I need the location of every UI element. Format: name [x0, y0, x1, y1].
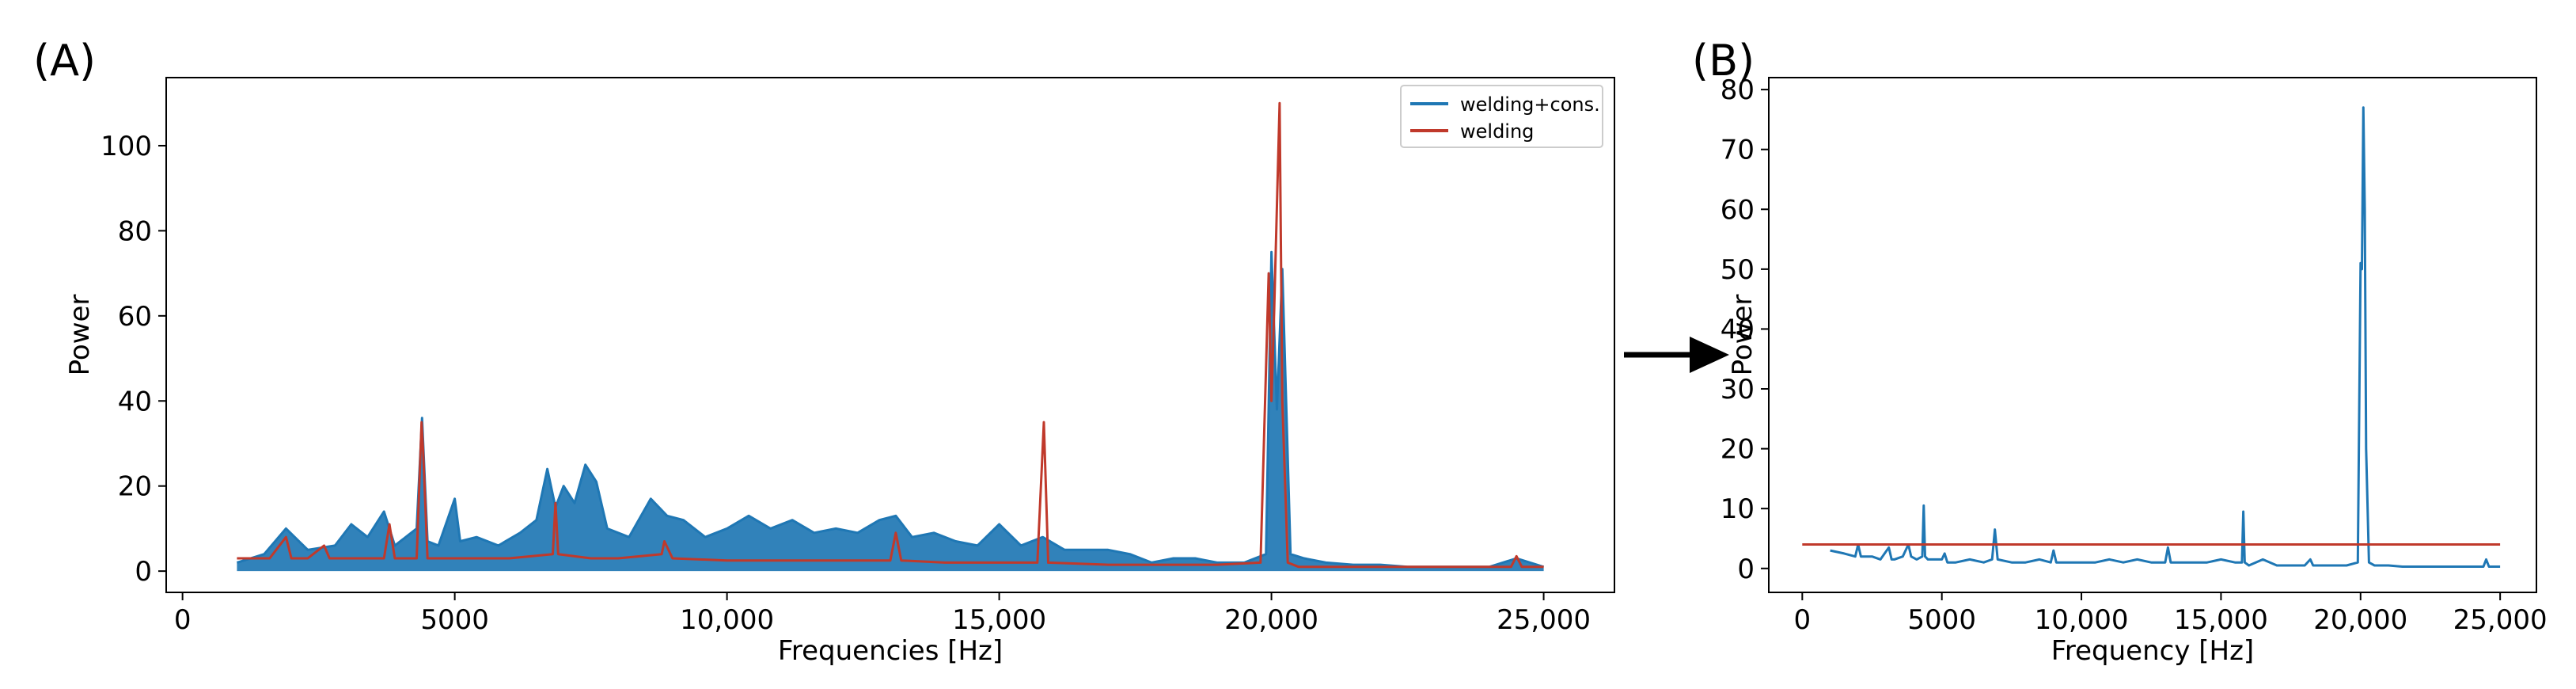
x-tick-label-a: 15,000: [952, 604, 1046, 636]
y-tick-label-b: 50: [1720, 254, 1755, 286]
y-tick-label-b: 60: [1720, 194, 1755, 226]
chart-panel-b: 0 5000 10,000 15,000 20,000 25,000 0 10 20 30 40 50…: [1720, 74, 2548, 667]
chart-panel-a: 0 5000 10,000 15,000 20,000 25,000 0 20 40 60 80 10…: [64, 77, 1615, 667]
x-tick-label-a: 10,000: [680, 604, 774, 636]
y-tick-label-b: 80: [1720, 74, 1755, 106]
x-tick-label-b: 15,000: [2174, 604, 2268, 636]
y-tick-label-a: 20: [118, 471, 152, 503]
y-axis-label-a: Power: [64, 295, 96, 376]
legend-label-welding-cons: welding+cons.: [1460, 93, 1600, 116]
x-tick-label-a: 5000: [420, 604, 489, 636]
x-tick-label-a: 20,000: [1224, 604, 1318, 636]
y-tick-label-b: 0: [1737, 554, 1755, 585]
x-tick-label-a: 0: [174, 604, 192, 636]
y-tick-label-a: 60: [118, 301, 152, 333]
x-tick-label-a: 25,000: [1497, 604, 1591, 636]
arrow-icon: [1624, 337, 1729, 373]
x-tick-label-b: 5000: [1907, 604, 1976, 636]
x-axis-label-b: Frequency [Hz]: [2051, 635, 2254, 667]
legend-label-welding: welding: [1460, 120, 1534, 143]
series-line-a-welding: [237, 101, 1544, 569]
x-tick-label-b: 20,000: [2313, 604, 2407, 636]
y-tick-label-a: 80: [118, 215, 152, 247]
series-area-a-welding-cons: [237, 252, 1544, 572]
y-tick-label-b: 10: [1720, 493, 1755, 525]
y-tick-label-b: 30: [1720, 374, 1755, 405]
plot-frame-b: [1768, 77, 2537, 593]
y-tick-label-a: 0: [135, 556, 152, 588]
y-tick-label-b: 20: [1720, 434, 1755, 466]
x-tick-label-b: 25,000: [2453, 604, 2548, 636]
x-tick-label-b: 10,000: [2035, 604, 2129, 636]
y-tick-label-a: 40: [118, 386, 152, 417]
legend: welding+cons. welding: [1400, 85, 1603, 148]
plot-frame-a: [165, 77, 1615, 593]
series-line-b-series-0: [1830, 106, 2501, 568]
panel-b-label: (B): [1692, 36, 1755, 86]
panel-a-label: (A): [33, 36, 96, 86]
y-tick-label-b: 40: [1720, 314, 1755, 345]
x-tick-label-b: 0: [1794, 604, 1812, 636]
x-axis-label-a: Frequencies [Hz]: [778, 635, 1003, 667]
legend-box: [1400, 85, 1603, 148]
y-tick-label-a: 100: [101, 131, 152, 162]
y-axis-label-b: Power: [1727, 295, 1758, 376]
y-tick-label-b: 70: [1720, 135, 1755, 166]
